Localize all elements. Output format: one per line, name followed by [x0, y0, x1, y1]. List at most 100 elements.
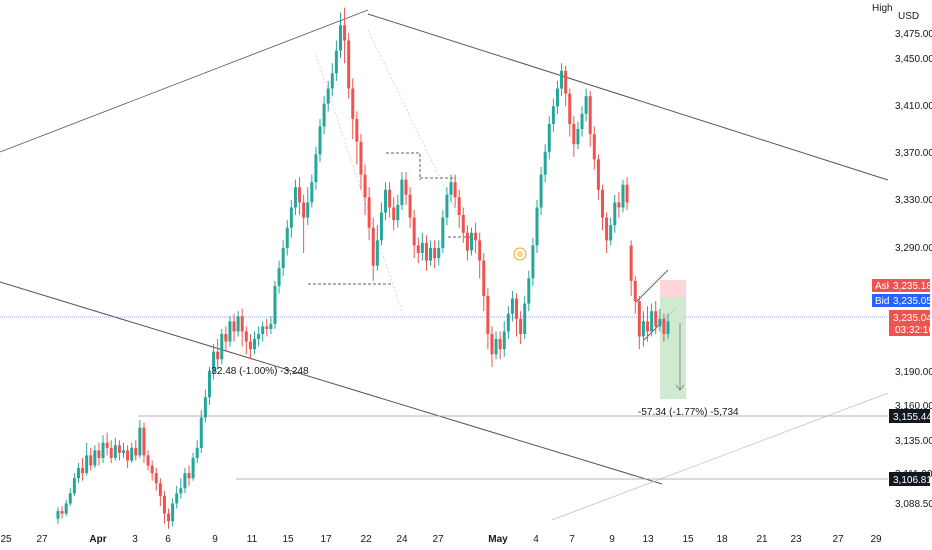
candle — [367, 187, 371, 241]
candle — [228, 316, 232, 347]
time-tick-label: 29 — [870, 534, 882, 545]
candle — [457, 189, 461, 228]
candle — [637, 296, 641, 350]
candle — [334, 40, 338, 81]
candle — [412, 210, 416, 259]
price-axis[interactable]: 3,475.00 3,450.00 3,410.00 3,370.00 3,330.00… — [895, 29, 932, 510]
candle — [596, 154, 600, 200]
candle — [551, 98, 555, 132]
candle — [515, 293, 519, 337]
candle — [56, 507, 60, 524]
level-tag-3155: 3,155.44 — [889, 409, 932, 423]
candle — [138, 420, 142, 458]
time-tick-label: 3 — [132, 534, 138, 545]
candle — [388, 182, 392, 218]
candle — [445, 187, 449, 226]
candle — [134, 440, 138, 461]
candle — [629, 240, 633, 297]
candle — [543, 144, 547, 183]
candle — [240, 308, 244, 347]
level-value-3155: 3,155.44 — [893, 412, 932, 423]
candle — [654, 301, 658, 334]
sun-icon[interactable] — [513, 247, 527, 261]
candle — [506, 306, 510, 340]
candle — [392, 197, 396, 231]
time-tick-label: 15 — [682, 534, 694, 545]
candle — [293, 179, 297, 216]
candle — [461, 207, 465, 243]
candle — [60, 506, 64, 519]
candle — [564, 65, 568, 107]
candle — [453, 174, 457, 208]
candle — [363, 164, 367, 216]
candle — [560, 63, 564, 97]
candle — [142, 422, 146, 464]
time-tick-label: Apr — [89, 534, 106, 545]
currency-label[interactable]: USD — [898, 11, 920, 22]
candle — [146, 450, 150, 471]
candle — [277, 260, 281, 294]
time-axis[interactable]: 25 27 Apr 3 6 9 11 15 17 22 24 27 May 4 7 9 13 15 18 21 23 27… — [0, 534, 882, 545]
candle — [588, 91, 592, 147]
candle — [600, 184, 604, 231]
price-tick-label: 3,160.00 — [895, 401, 932, 412]
last-price-tag: 3,235.04 03:32:16 — [889, 310, 932, 336]
candle — [441, 210, 445, 254]
time-tick-label: 7 — [569, 534, 575, 545]
short-position-target-zone[interactable] — [660, 297, 686, 399]
candle — [539, 166, 543, 216]
candle — [68, 488, 72, 507]
candle — [641, 311, 645, 347]
candle — [478, 232, 482, 279]
candle — [494, 331, 498, 360]
candle — [420, 232, 424, 261]
candle — [650, 303, 654, 337]
candle — [547, 116, 551, 160]
candle — [400, 172, 404, 210]
candle — [113, 437, 117, 461]
candle — [592, 126, 596, 170]
price-tick-label: 3,190.00 — [895, 367, 932, 378]
candles — [56, 7, 670, 529]
price-tick-label: 3,410.00 — [895, 101, 932, 112]
candle — [555, 80, 559, 114]
candle — [195, 440, 199, 464]
candle — [482, 253, 486, 312]
candle — [474, 222, 478, 254]
candle — [617, 192, 621, 218]
candle — [289, 199, 293, 238]
price-source-label[interactable]: High — [872, 3, 893, 14]
candle — [465, 225, 469, 261]
time-tick-label: 15 — [282, 534, 294, 545]
trendlines — [0, 9, 889, 521]
candle — [613, 194, 617, 233]
candle — [203, 389, 207, 423]
upper-channel-line[interactable] — [0, 9, 369, 153]
short-position-stop-zone[interactable] — [660, 280, 686, 297]
candle — [179, 478, 183, 499]
candle — [359, 134, 363, 190]
time-tick-label: 22 — [360, 534, 372, 545]
price-tick-label: 3,088.50 — [895, 499, 932, 510]
descending-support-line[interactable] — [0, 281, 663, 485]
candle — [105, 432, 109, 456]
candle — [212, 344, 216, 380]
candle — [253, 331, 257, 355]
candle — [666, 313, 670, 340]
candle — [64, 499, 68, 517]
time-tick-label: 13 — [642, 534, 654, 545]
candle — [396, 194, 400, 228]
flag-upper-line — [635, 269, 669, 303]
descending-resistance-line[interactable] — [367, 13, 889, 181]
candle — [236, 311, 240, 337]
candle — [273, 280, 277, 329]
candle — [621, 179, 625, 213]
candle — [130, 442, 134, 464]
candle — [498, 331, 502, 360]
candle — [162, 490, 166, 524]
candle — [510, 290, 514, 322]
candle — [625, 177, 629, 210]
candle — [429, 240, 433, 266]
price-tick-label: 3,450.00 — [895, 54, 932, 65]
